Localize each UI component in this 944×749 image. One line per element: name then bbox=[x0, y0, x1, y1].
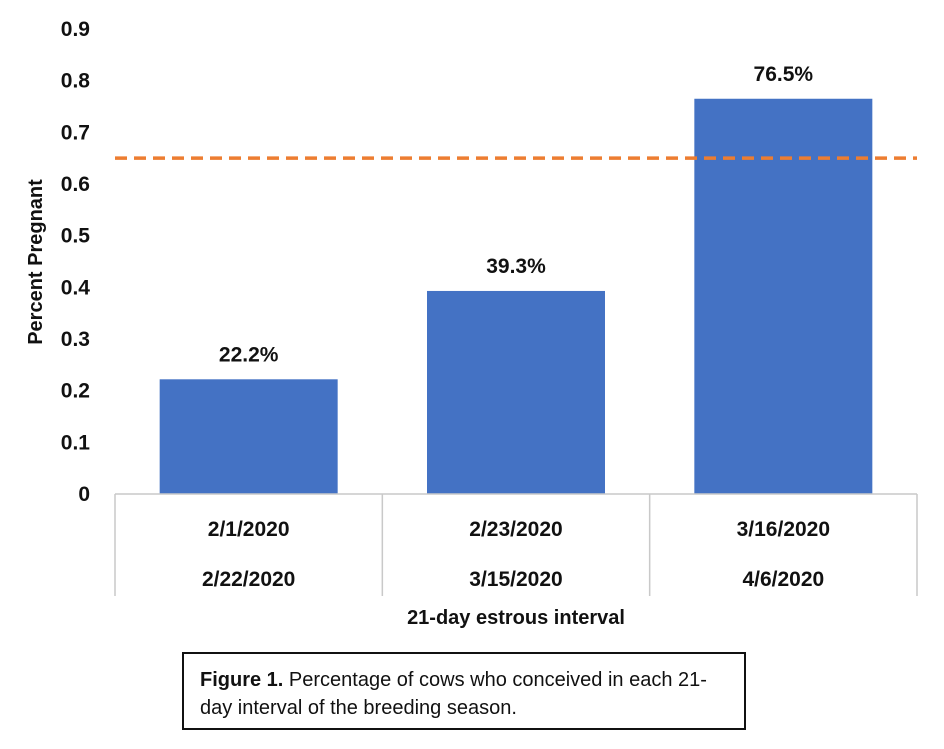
caption-text: Percentage of cows who conceived in each… bbox=[200, 669, 707, 719]
data-labels: 22.2% 39.3% 76.5% bbox=[219, 63, 814, 367]
category-label-end: 2/22/2020 bbox=[202, 568, 295, 591]
x-axis-title: 21-day estrous interval bbox=[407, 607, 625, 629]
category-label-start: 2/1/2020 bbox=[208, 518, 290, 541]
category-labels: 2/1/2020 2/22/2020 2/23/2020 3/15/2020 3/16/… bbox=[202, 518, 830, 591]
bar bbox=[159, 379, 338, 494]
category-label-start: 3/16/2020 bbox=[737, 518, 830, 541]
bar-data-label: 76.5% bbox=[754, 63, 814, 86]
caption-label: Figure 1. bbox=[200, 669, 284, 691]
y-axis-tick-labels: 0 0.1 0.2 0.3 0.4 0.5 0.6 0.7 0.8 0.9 bbox=[61, 18, 91, 506]
y-tick-label: 0.6 bbox=[61, 173, 90, 196]
y-tick-label: 0.7 bbox=[61, 121, 90, 144]
y-axis-title: Percent Pregnant bbox=[25, 179, 47, 345]
bar bbox=[427, 290, 605, 494]
y-tick-label: 0.5 bbox=[61, 225, 91, 248]
category-label-end: 4/6/2020 bbox=[742, 568, 824, 591]
y-tick-label: 0.3 bbox=[61, 328, 90, 351]
bar-data-label: 39.3% bbox=[486, 255, 546, 278]
y-tick-label: 0.1 bbox=[61, 431, 91, 454]
category-label-end: 3/15/2020 bbox=[469, 568, 562, 591]
y-tick-label: 0.2 bbox=[61, 380, 90, 403]
bars bbox=[159, 98, 873, 494]
bar-chart: 0 0.1 0.2 0.3 0.4 0.5 0.6 0.7 0.8 0.9 22.2% 39.3% 7… bbox=[25, 18, 918, 629]
figure-caption: Figure 1. Percentage of cows who conceiv… bbox=[182, 652, 746, 730]
bar bbox=[694, 98, 873, 494]
y-tick-label: 0.9 bbox=[61, 18, 90, 41]
y-tick-label: 0 bbox=[78, 483, 90, 506]
category-axis bbox=[114, 493, 918, 596]
category-label-start: 2/23/2020 bbox=[469, 518, 562, 541]
y-tick-label: 0.8 bbox=[61, 70, 91, 93]
y-tick-label: 0.4 bbox=[61, 276, 91, 299]
bar-data-label: 22.2% bbox=[219, 343, 279, 366]
